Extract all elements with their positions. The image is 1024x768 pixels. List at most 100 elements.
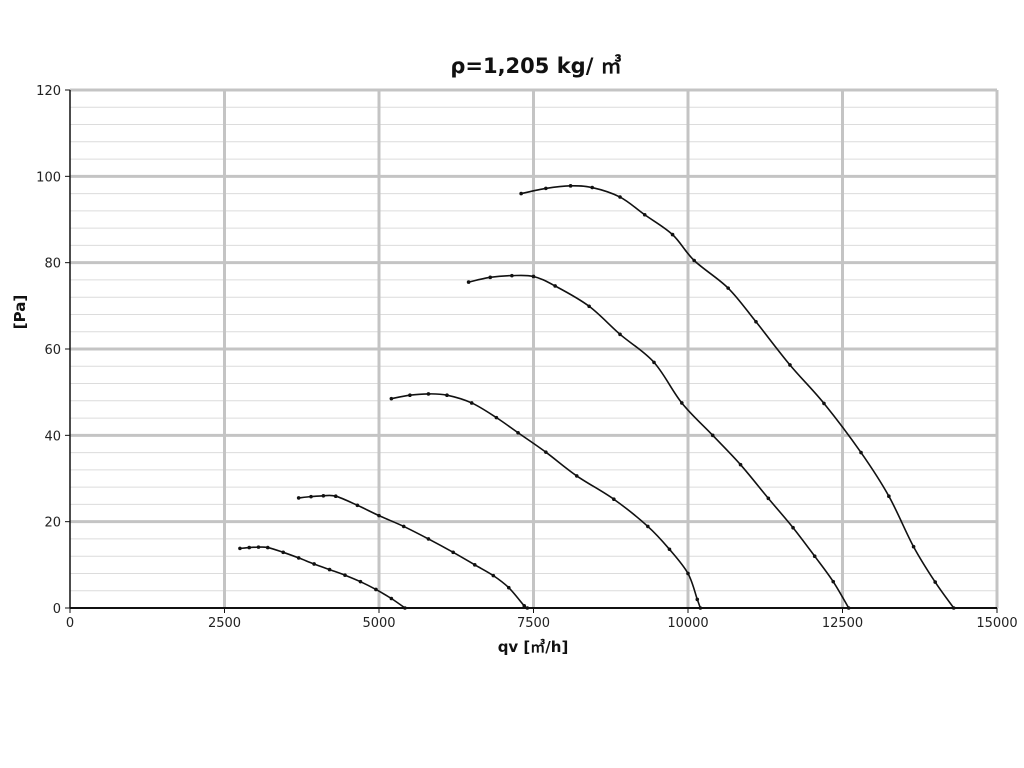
data-point xyxy=(312,562,316,566)
data-point xyxy=(859,450,863,455)
data-point xyxy=(494,415,499,420)
data-point xyxy=(327,567,332,572)
data-point xyxy=(472,563,477,567)
data-point xyxy=(309,494,313,499)
data-point xyxy=(812,554,817,558)
data-point xyxy=(642,212,647,217)
data-point xyxy=(652,360,656,365)
data-point xyxy=(846,606,851,610)
data-point xyxy=(831,579,836,584)
data-point xyxy=(667,547,672,552)
data-point xyxy=(587,304,591,309)
series-4 xyxy=(466,273,851,610)
chart-title: ρ=1,205 kg/ ㎥ xyxy=(450,54,621,78)
y-tick-label: 40 xyxy=(44,429,61,444)
y-tick-label: 100 xyxy=(36,170,61,185)
data-point xyxy=(408,393,412,397)
x-tick-label: 10000 xyxy=(667,616,708,631)
data-point xyxy=(887,494,891,498)
data-point xyxy=(466,280,471,284)
data-point xyxy=(574,474,579,478)
y-tick-label: 0 xyxy=(53,602,61,617)
series-layer xyxy=(238,184,956,610)
data-point xyxy=(238,546,242,551)
data-point xyxy=(695,597,700,602)
data-point xyxy=(544,186,548,191)
data-point xyxy=(343,573,347,577)
series-line xyxy=(468,274,850,609)
data-point xyxy=(590,185,595,190)
series-line xyxy=(391,393,702,609)
data-point xyxy=(389,396,394,401)
data-point xyxy=(374,587,378,592)
y-axis-label: [Pa] xyxy=(11,295,29,329)
data-point xyxy=(788,363,792,367)
y-tick-label: 120 xyxy=(36,84,61,99)
data-point xyxy=(646,524,650,529)
data-point xyxy=(680,401,684,405)
data-point xyxy=(670,232,675,237)
x-axis-ticks: 0 2500 5000 7500 10000 12500 15000 xyxy=(66,608,1018,631)
data-point xyxy=(568,184,573,188)
data-point xyxy=(525,606,530,610)
data-point xyxy=(738,462,743,467)
data-point xyxy=(401,524,406,529)
series-3 xyxy=(389,392,703,610)
data-point xyxy=(698,606,703,610)
data-point xyxy=(296,556,301,560)
data-point xyxy=(822,401,826,406)
x-tick-label: 7500 xyxy=(517,616,550,631)
data-point xyxy=(333,494,338,498)
data-point xyxy=(618,332,622,337)
data-point xyxy=(519,191,523,196)
data-point xyxy=(710,433,715,438)
y-axis-ticks: 0 20 40 60 80 100 120 xyxy=(36,84,70,617)
series-2 xyxy=(296,493,530,610)
data-point xyxy=(522,604,527,608)
data-point xyxy=(445,393,449,397)
data-point xyxy=(247,545,252,550)
data-point xyxy=(469,401,474,405)
data-point xyxy=(265,545,270,550)
x-tick-label: 12500 xyxy=(822,616,863,631)
data-point xyxy=(321,493,326,498)
data-point xyxy=(488,275,493,280)
data-point xyxy=(911,544,916,549)
data-point xyxy=(426,537,431,541)
data-point xyxy=(692,258,696,263)
data-point xyxy=(377,513,381,518)
data-point xyxy=(612,497,616,502)
data-point xyxy=(506,585,511,590)
data-point xyxy=(355,503,360,508)
data-point xyxy=(426,392,431,396)
data-point xyxy=(553,284,557,288)
series-1 xyxy=(238,545,407,610)
x-tick-label: 15000 xyxy=(976,616,1017,631)
x-tick-label: 5000 xyxy=(362,616,395,631)
data-point xyxy=(531,274,536,279)
data-point xyxy=(516,430,520,435)
series-5 xyxy=(519,184,956,610)
data-point xyxy=(791,525,795,530)
data-point xyxy=(686,571,690,576)
data-point xyxy=(281,550,286,555)
data-point xyxy=(358,579,363,584)
data-point xyxy=(618,195,622,199)
series-line xyxy=(520,184,955,609)
y-tick-label: 80 xyxy=(44,257,61,272)
data-point xyxy=(933,580,937,584)
x-tick-label: 2500 xyxy=(208,616,241,631)
data-point xyxy=(951,606,956,610)
y-tick-label: 20 xyxy=(44,516,61,531)
data-point xyxy=(296,496,301,500)
data-point xyxy=(726,286,730,290)
x-tick-label: 0 xyxy=(66,616,74,631)
data-point xyxy=(491,573,496,578)
y-tick-label: 60 xyxy=(44,343,61,358)
data-point xyxy=(766,496,771,501)
data-point xyxy=(389,596,394,601)
x-axis-label: qv [㎥/h] xyxy=(498,638,569,656)
data-point xyxy=(544,450,548,454)
data-point xyxy=(754,320,758,324)
